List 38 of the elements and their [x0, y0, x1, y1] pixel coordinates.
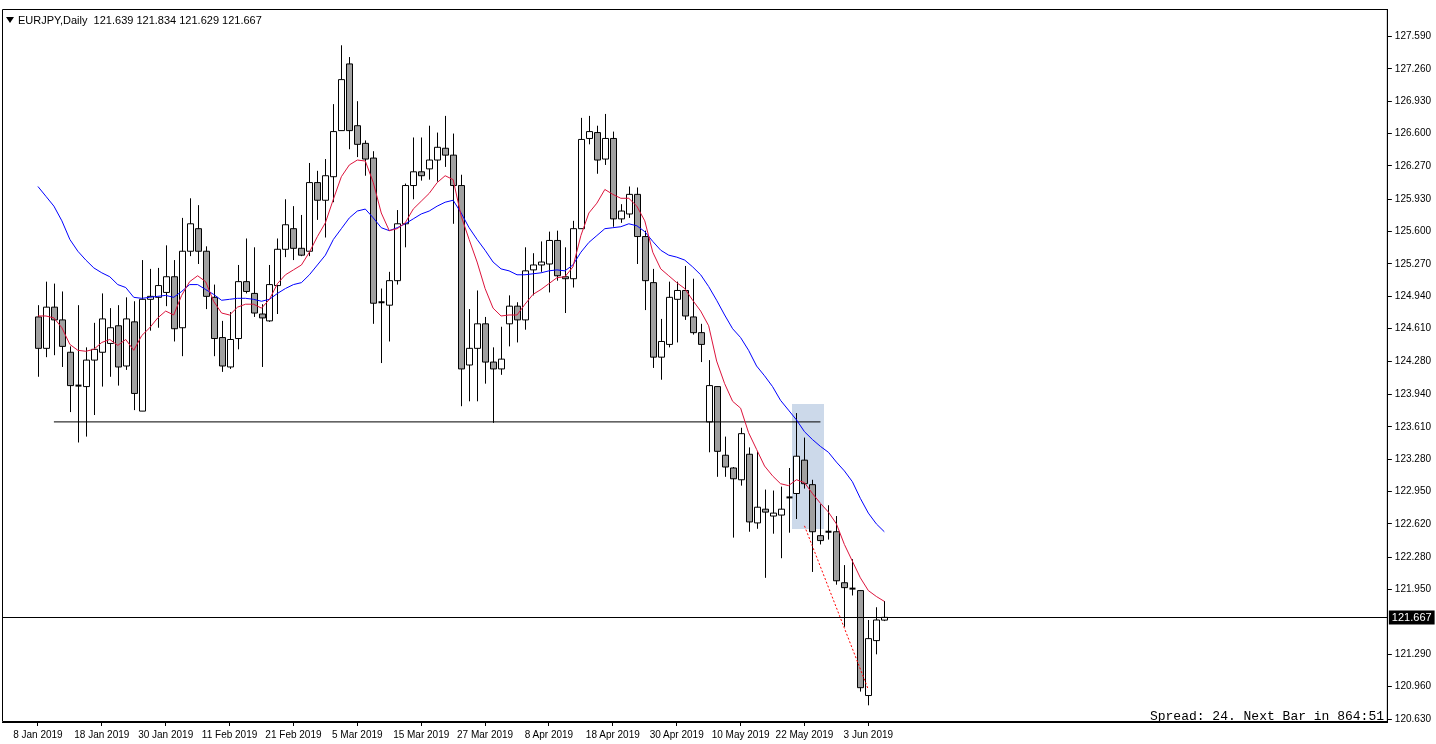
y-tick-label: 125.930	[1394, 193, 1432, 205]
y-tick-label: 120.630	[1394, 712, 1432, 724]
y-tick-label: 122.620	[1394, 517, 1432, 529]
y-tick-label: 127.260	[1394, 62, 1432, 74]
y-tick-label: 122.950	[1394, 485, 1432, 497]
x-tick-label: 15 Mar 2019	[393, 728, 450, 740]
x-tick-label: 11 Feb 2019	[201, 728, 258, 740]
x-tick-label: 3 Jun 2019	[843, 728, 894, 740]
x-tick-label: 8 Jan 2019	[13, 728, 64, 740]
y-tick-label: 121.950	[1394, 583, 1432, 595]
chart-title: EURJPY,Daily 121.639 121.834 121.629 121.667	[18, 14, 262, 26]
x-tick-label: 30 Jan 2019	[138, 728, 194, 740]
y-tick-label: 124.280	[1394, 354, 1432, 366]
x-tick-label: 21 Feb 2019	[265, 728, 322, 740]
x-tick-label: 5 Mar 2019	[332, 728, 384, 740]
ref-line-label: 121.667	[1391, 610, 1432, 623]
x-tick-label: 18 Jan 2019	[74, 728, 130, 740]
y-tick-label: 120.960	[1394, 680, 1432, 692]
x-tick-label: 22 May 2019	[775, 728, 834, 740]
y-tick-label: 122.280	[1394, 550, 1432, 562]
y-tick-label: 123.610	[1394, 420, 1432, 432]
y-tick-label: 125.600	[1394, 225, 1432, 237]
y-tick-label: 124.610	[1394, 322, 1432, 334]
y-tick-label: 123.280	[1394, 452, 1432, 464]
x-tick-label: 30 Apr 2019	[649, 728, 705, 740]
x-tick-label: 8 Apr 2019	[524, 728, 574, 740]
y-tick-label: 121.290	[1394, 648, 1432, 660]
y-tick-label: 126.600	[1394, 127, 1432, 139]
y-tick-label: 126.930	[1394, 94, 1432, 106]
text: Spread: 24. Next Bar in 864:51	[1149, 709, 1384, 724]
y-tick-label: 123.940	[1394, 388, 1432, 400]
x-tick-label: 18 Apr 2019	[585, 728, 641, 740]
y-tick-label: 125.270	[1394, 257, 1432, 269]
x-tick-label: 10 May 2019	[711, 728, 770, 740]
y-tick-label: 126.270	[1394, 159, 1432, 171]
x-tick-label: 27 Mar 2019	[457, 728, 514, 740]
y-tick-label: 127.590	[1394, 30, 1432, 42]
y-tick-label: 124.940	[1394, 290, 1432, 302]
